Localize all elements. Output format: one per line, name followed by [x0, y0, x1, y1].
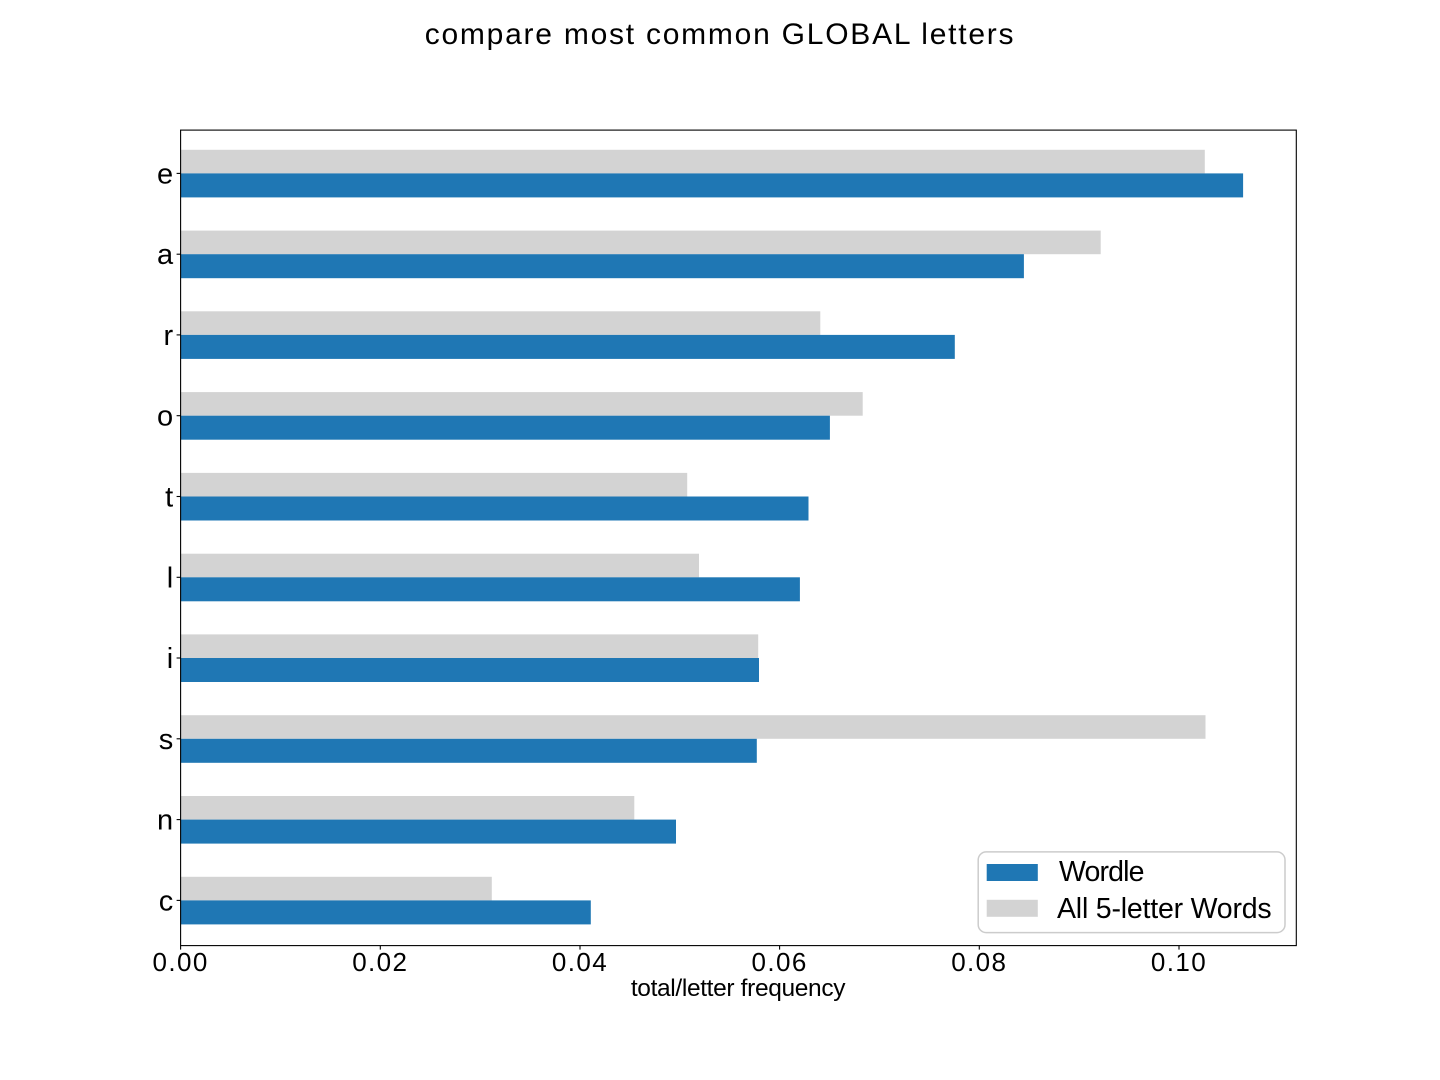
svg-text:0.08: 0.08 — [951, 947, 1007, 977]
svg-text:0.04: 0.04 — [552, 947, 608, 977]
svg-text:0.06: 0.06 — [751, 947, 807, 977]
svg-text:0.02: 0.02 — [352, 947, 408, 977]
svg-text:n: n — [157, 805, 173, 837]
svg-text:e: e — [157, 158, 173, 190]
svg-text:l: l — [167, 562, 173, 594]
svg-text:total/letter frequency: total/letter frequency — [631, 975, 846, 1002]
svg-text:compare most common GLOBAL let: compare most common GLOBAL letters — [425, 18, 1016, 51]
svg-text:s: s — [159, 724, 174, 756]
svg-text:Wordle: Wordle — [1059, 856, 1144, 888]
svg-text:i: i — [167, 643, 173, 675]
svg-text:All 5-letter Words: All 5-letter Words — [1057, 893, 1271, 925]
svg-text:0.10: 0.10 — [1151, 947, 1207, 977]
svg-text:r: r — [164, 320, 174, 352]
svg-text:c: c — [159, 885, 174, 917]
svg-text:t: t — [165, 482, 173, 514]
svg-text:0.00: 0.00 — [152, 947, 208, 977]
svg-text:o: o — [157, 401, 173, 433]
svg-text:a: a — [157, 239, 174, 271]
